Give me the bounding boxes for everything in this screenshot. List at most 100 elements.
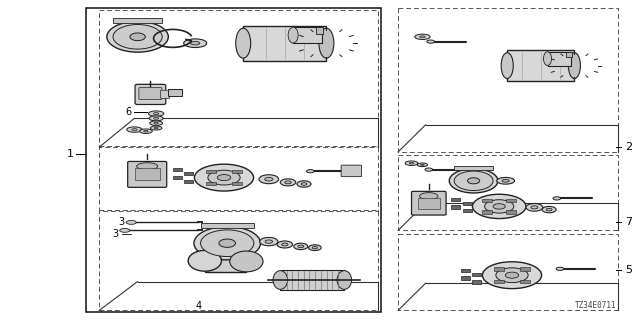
- Ellipse shape: [236, 28, 251, 58]
- Bar: [454, 166, 493, 170]
- FancyBboxPatch shape: [139, 88, 162, 100]
- Bar: [99, 146, 378, 211]
- Ellipse shape: [127, 127, 142, 132]
- Bar: [205, 182, 216, 185]
- FancyBboxPatch shape: [128, 162, 166, 188]
- Bar: [200, 223, 254, 228]
- Bar: [398, 155, 618, 230]
- Text: 6: 6: [125, 107, 131, 117]
- Bar: [461, 269, 470, 272]
- Ellipse shape: [417, 163, 428, 167]
- Ellipse shape: [420, 36, 425, 38]
- Text: 1: 1: [67, 148, 74, 159]
- Ellipse shape: [501, 53, 513, 78]
- Bar: [493, 280, 504, 283]
- Bar: [398, 8, 618, 152]
- Ellipse shape: [405, 161, 418, 165]
- Text: TZ34E0711: TZ34E0711: [575, 301, 616, 310]
- Ellipse shape: [556, 267, 564, 270]
- Bar: [451, 205, 460, 209]
- Ellipse shape: [542, 206, 556, 213]
- Bar: [472, 273, 481, 276]
- Ellipse shape: [308, 245, 321, 251]
- Bar: [548, 52, 571, 66]
- Bar: [184, 180, 193, 183]
- Bar: [293, 28, 323, 43]
- Bar: [472, 280, 481, 284]
- Ellipse shape: [547, 208, 552, 211]
- Ellipse shape: [496, 268, 528, 283]
- Bar: [398, 234, 618, 310]
- Bar: [232, 170, 243, 173]
- Text: 3: 3: [112, 228, 118, 239]
- Text: 2: 2: [625, 142, 632, 152]
- Bar: [506, 210, 516, 213]
- Ellipse shape: [113, 25, 162, 49]
- Bar: [99, 210, 378, 310]
- Bar: [520, 280, 531, 283]
- Bar: [205, 251, 246, 272]
- Bar: [232, 182, 243, 185]
- Ellipse shape: [319, 28, 334, 58]
- Ellipse shape: [449, 169, 498, 193]
- Ellipse shape: [285, 181, 291, 184]
- Bar: [184, 172, 193, 175]
- Ellipse shape: [298, 245, 303, 248]
- Ellipse shape: [126, 220, 136, 224]
- Ellipse shape: [195, 164, 253, 191]
- Text: 5: 5: [625, 265, 632, 276]
- Ellipse shape: [130, 33, 145, 41]
- Ellipse shape: [150, 126, 162, 130]
- Ellipse shape: [454, 171, 493, 190]
- Ellipse shape: [307, 170, 314, 173]
- Ellipse shape: [410, 163, 414, 164]
- Bar: [168, 89, 182, 96]
- Ellipse shape: [427, 40, 435, 43]
- Bar: [99, 10, 378, 147]
- Ellipse shape: [132, 129, 137, 131]
- Ellipse shape: [259, 175, 278, 184]
- Ellipse shape: [502, 180, 509, 182]
- Ellipse shape: [219, 239, 236, 247]
- Bar: [506, 199, 516, 203]
- Ellipse shape: [154, 117, 159, 119]
- Ellipse shape: [154, 127, 158, 129]
- Ellipse shape: [140, 129, 152, 133]
- Ellipse shape: [144, 130, 148, 132]
- Ellipse shape: [493, 204, 506, 209]
- FancyBboxPatch shape: [341, 165, 362, 177]
- Text: 4: 4: [195, 300, 202, 311]
- Bar: [463, 209, 472, 212]
- Ellipse shape: [568, 53, 580, 78]
- Ellipse shape: [184, 39, 207, 48]
- Ellipse shape: [120, 228, 130, 232]
- Bar: [113, 18, 162, 23]
- Bar: [520, 268, 531, 271]
- FancyBboxPatch shape: [412, 191, 446, 215]
- Bar: [451, 198, 460, 201]
- Bar: [418, 198, 440, 209]
- Ellipse shape: [425, 168, 433, 171]
- Ellipse shape: [531, 206, 538, 209]
- Ellipse shape: [553, 197, 561, 200]
- Ellipse shape: [468, 178, 480, 184]
- Bar: [482, 210, 492, 213]
- Ellipse shape: [301, 183, 307, 185]
- Ellipse shape: [218, 175, 231, 180]
- Bar: [280, 269, 344, 291]
- Ellipse shape: [420, 164, 424, 165]
- Ellipse shape: [312, 246, 317, 249]
- Ellipse shape: [208, 170, 240, 185]
- Bar: [493, 268, 504, 271]
- Bar: [243, 26, 326, 61]
- Ellipse shape: [543, 52, 552, 66]
- Ellipse shape: [526, 204, 543, 211]
- Ellipse shape: [282, 243, 288, 246]
- Bar: [173, 168, 182, 171]
- Ellipse shape: [415, 34, 430, 39]
- Ellipse shape: [497, 177, 515, 184]
- Text: 7: 7: [625, 217, 632, 228]
- Bar: [173, 176, 182, 179]
- Text: 3: 3: [118, 217, 125, 228]
- Ellipse shape: [484, 200, 514, 213]
